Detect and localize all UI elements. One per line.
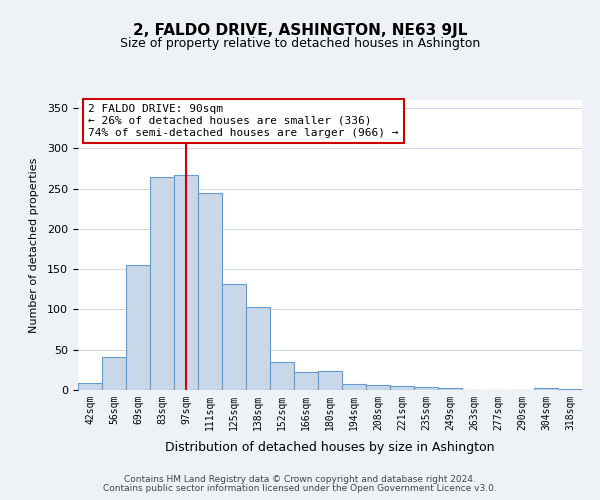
Text: Contains public sector information licensed under the Open Government Licence v3: Contains public sector information licen… [103, 484, 497, 493]
Bar [414, 387, 438, 390]
Bar [270, 362, 294, 390]
Text: Contains HM Land Registry data © Crown copyright and database right 2024.: Contains HM Land Registry data © Crown c… [124, 475, 476, 484]
Bar [318, 372, 342, 390]
Text: 2, FALDO DRIVE, ASHINGTON, NE63 9JL: 2, FALDO DRIVE, ASHINGTON, NE63 9JL [133, 22, 467, 38]
Bar [390, 386, 414, 390]
Bar [558, 389, 582, 390]
Bar [150, 176, 174, 390]
Bar [438, 388, 462, 390]
Bar [366, 385, 390, 390]
Bar [294, 372, 318, 390]
Y-axis label: Number of detached properties: Number of detached properties [29, 158, 39, 332]
Bar [246, 307, 270, 390]
X-axis label: Distribution of detached houses by size in Ashington: Distribution of detached houses by size … [165, 441, 495, 454]
Bar [174, 175, 198, 390]
Bar [534, 388, 558, 390]
Text: 2 FALDO DRIVE: 90sqm
← 26% of detached houses are smaller (336)
74% of semi-deta: 2 FALDO DRIVE: 90sqm ← 26% of detached h… [88, 104, 398, 138]
Bar [126, 265, 150, 390]
Bar [222, 284, 246, 390]
Text: Size of property relative to detached houses in Ashington: Size of property relative to detached ho… [120, 38, 480, 51]
Bar [78, 383, 102, 390]
Bar [342, 384, 366, 390]
Bar [198, 192, 222, 390]
Bar [102, 357, 126, 390]
